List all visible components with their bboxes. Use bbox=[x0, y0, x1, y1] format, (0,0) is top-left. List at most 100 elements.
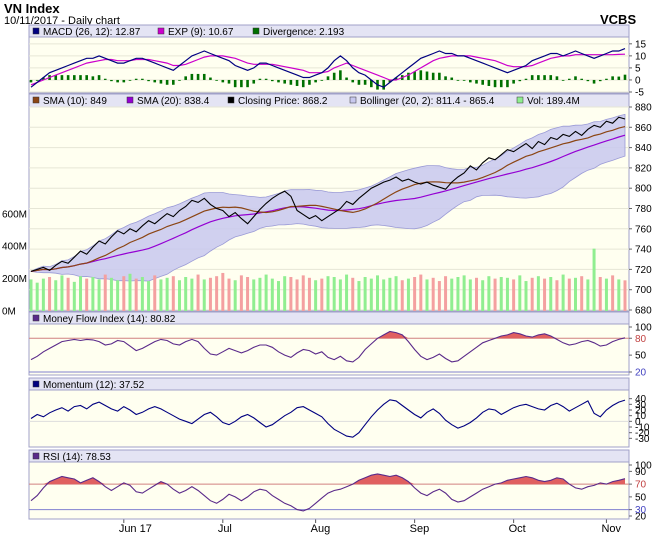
volume-ytick-label: 400M bbox=[2, 242, 27, 253]
macd-divergence-bar bbox=[431, 72, 435, 80]
macd-divergence-bar bbox=[29, 79, 33, 83]
volume-bar bbox=[103, 274, 107, 311]
volume-bar bbox=[592, 248, 596, 311]
macd-divergence-bar bbox=[388, 79, 392, 83]
macd-divergence-bar bbox=[54, 75, 58, 80]
volume-bar bbox=[178, 280, 181, 311]
macd-divergence-bar bbox=[301, 79, 305, 88]
macd-divergence-bar bbox=[561, 79, 565, 81]
volume-bar bbox=[468, 279, 472, 311]
volume-ytick-label: 0M bbox=[2, 307, 16, 318]
macd-legend-swatch bbox=[252, 27, 260, 35]
rsi-ytick-label: 90 bbox=[635, 467, 647, 478]
macd-divergence-bar bbox=[438, 72, 441, 80]
macd-divergence-bar bbox=[450, 77, 454, 80]
macd-divergence-bar bbox=[382, 79, 385, 90]
volume-bar bbox=[345, 274, 349, 311]
volume-bar bbox=[196, 274, 200, 311]
volume-bar bbox=[567, 278, 571, 311]
price-ytick-label: 780 bbox=[635, 204, 652, 215]
macd-divergence-bar bbox=[394, 77, 398, 80]
macd-divergence-bar bbox=[549, 75, 553, 80]
macd-divergence-bar bbox=[66, 75, 70, 80]
price-ytick-label: 760 bbox=[635, 224, 652, 235]
volume-bar bbox=[29, 279, 33, 311]
macd-divergence-bar bbox=[271, 79, 274, 82]
macd-divergence-bar bbox=[172, 79, 175, 85]
macd-divergence-bar bbox=[530, 75, 534, 80]
macd-divergence-bar bbox=[240, 79, 243, 88]
rsi-ytick-label: 50 bbox=[635, 492, 647, 503]
macd-divergence-bar bbox=[456, 79, 460, 81]
macd-divergence-bar bbox=[42, 77, 45, 80]
macd-line bbox=[30, 48, 626, 88]
volume-bar bbox=[406, 278, 410, 311]
volume-bar bbox=[561, 274, 565, 311]
macd-ytick-label: 0 bbox=[635, 75, 641, 86]
price-legend-label: SMA (10): 849 bbox=[43, 96, 107, 107]
volume-bar bbox=[604, 278, 608, 311]
momentum-ytick-label: 40 bbox=[635, 394, 647, 405]
macd-divergence-bar bbox=[202, 73, 206, 80]
macd-divergence-bar bbox=[252, 79, 256, 84]
volume-bar bbox=[270, 278, 274, 311]
momentum-ytick-label: -10 bbox=[635, 423, 650, 434]
price-legend-label: SMA (20): 838.4 bbox=[137, 96, 210, 107]
volume-bar bbox=[518, 275, 522, 311]
price-legend-label: Bollinger (20, 2): 811.4 - 865.4 bbox=[360, 96, 495, 107]
macd-divergence-bar bbox=[617, 76, 621, 80]
momentum-ytick-label: 0 bbox=[635, 417, 641, 428]
volume-bar bbox=[586, 279, 590, 311]
volume-bar bbox=[598, 277, 602, 311]
volume-bar bbox=[623, 280, 627, 311]
volume-bar bbox=[301, 275, 305, 311]
x-axis-label: Aug bbox=[311, 523, 331, 535]
macd-divergence-bar bbox=[370, 79, 373, 88]
volume-bar bbox=[357, 281, 361, 311]
volume-bar bbox=[369, 278, 373, 311]
macd-divergence-bar bbox=[598, 79, 602, 82]
volume-bar bbox=[487, 276, 491, 311]
macd-divergence-bar bbox=[165, 79, 169, 85]
momentum-plot-area bbox=[28, 389, 630, 448]
macd-divergence-bar bbox=[481, 79, 484, 85]
x-axis-label: Oct bbox=[509, 523, 526, 535]
macd-divergence-bar bbox=[425, 71, 429, 80]
mfi-ytick-label: 80 bbox=[635, 334, 647, 345]
volume-bar bbox=[208, 277, 212, 311]
volume-bar bbox=[307, 277, 311, 311]
volume-bar bbox=[54, 280, 58, 311]
macd-divergence-bar bbox=[407, 72, 410, 80]
volume-bar bbox=[450, 278, 454, 311]
price-ytick-label: 700 bbox=[635, 285, 652, 296]
volume-bar bbox=[543, 278, 547, 311]
macd-divergence-bar bbox=[487, 79, 491, 86]
price-ytick-label: 680 bbox=[635, 306, 652, 317]
rsi-ytick-label: 30 bbox=[635, 505, 647, 516]
volume-bar bbox=[431, 277, 435, 311]
mfi-line bbox=[30, 330, 626, 363]
chart-subtitle: 10/11/2017 - Daily chart bbox=[4, 15, 120, 27]
volume-bar bbox=[79, 276, 82, 311]
rsi-line bbox=[30, 473, 626, 512]
volume-ytick-label: 200M bbox=[2, 274, 27, 285]
macd-divergence-bar bbox=[506, 79, 509, 88]
price-legend-swatch bbox=[126, 96, 134, 104]
x-axis-label: Jul bbox=[218, 523, 232, 535]
volume-bar bbox=[530, 277, 534, 311]
macd-divergence-bar bbox=[574, 76, 577, 80]
macd-divergence-bar bbox=[277, 79, 280, 83]
volume-bar bbox=[48, 277, 52, 311]
macd-divergence-bar bbox=[611, 76, 614, 80]
volume-bar bbox=[227, 278, 231, 311]
mfi-legend-swatch bbox=[32, 314, 40, 322]
volume-bar bbox=[202, 279, 206, 311]
price-ytick-label: 740 bbox=[635, 245, 652, 256]
macd-divergence-bar bbox=[264, 78, 268, 80]
price-ytick-label: 800 bbox=[635, 184, 652, 195]
volume-bar bbox=[499, 277, 503, 311]
macd-divergence-bar bbox=[184, 76, 187, 80]
price-legend-swatch bbox=[516, 96, 524, 104]
volume-bar bbox=[314, 280, 318, 311]
